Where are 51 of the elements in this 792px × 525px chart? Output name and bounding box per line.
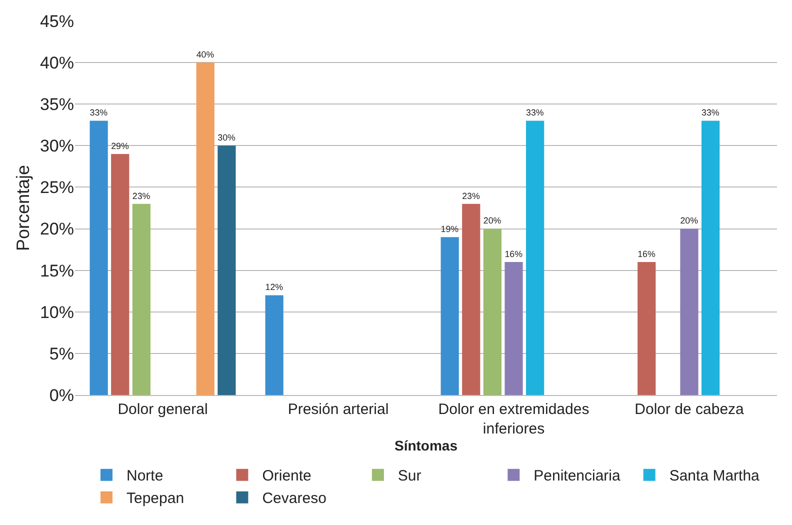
bar (526, 120, 544, 395)
y-tick-label: 10% (40, 302, 74, 322)
bar (702, 120, 720, 395)
legend-label: Penitenciaria (534, 468, 622, 485)
bar (462, 204, 480, 395)
bar (196, 62, 214, 395)
data-label: 40% (196, 50, 214, 60)
data-label: 29% (111, 140, 129, 151)
legend-label: Sur (398, 468, 422, 485)
x-axis-title: Síntomas (394, 438, 458, 454)
data-label: 30% (218, 132, 236, 143)
y-tick-label: 0% (49, 386, 74, 405)
y-tick-label: 20% (40, 220, 74, 239)
legend-label: Tepepan (126, 490, 184, 508)
data-label: 23% (132, 190, 150, 201)
legend-label: Santa Martha (669, 468, 760, 485)
data-label: 12% (265, 282, 284, 292)
y-tick-label: 30% (40, 136, 74, 156)
data-label: 20% (680, 216, 698, 226)
data-label: 33% (90, 108, 108, 118)
x-tick-label: Dolor de cabeza (634, 401, 745, 418)
legend-label: Cevareso (262, 490, 326, 508)
bar (265, 295, 284, 395)
y-tick-label: 5% (49, 344, 74, 364)
bar (90, 120, 108, 395)
data-label: 19% (440, 224, 459, 234)
bar (440, 237, 459, 395)
data-label: 16% (638, 248, 656, 259)
y-tick-label: 40% (40, 54, 74, 73)
legend-label: Oriente (262, 468, 312, 485)
data-label: 33% (526, 108, 544, 118)
y-axis-title: Porcentaje (13, 164, 33, 252)
data-label: 20% (483, 216, 502, 226)
y-tick-label: 35% (40, 95, 74, 114)
y-tick-label: 15% (40, 261, 74, 280)
y-tick-label: 25% (40, 178, 74, 198)
bar (132, 204, 150, 395)
bar (483, 228, 502, 395)
data-label: 33% (702, 108, 720, 118)
bar (638, 262, 656, 395)
bar (680, 228, 698, 395)
data-label: 23% (462, 190, 480, 201)
data-label: 16% (504, 248, 523, 259)
y-tick-label: 45% (40, 12, 74, 31)
x-tick-label: Presión arterial (288, 401, 389, 418)
x-tick-label: Dolor en extremidades inferiores (438, 401, 590, 438)
bar (218, 146, 236, 395)
x-tick-label: Dolor general (118, 401, 208, 418)
legend-label: Norte (126, 468, 164, 485)
bar (111, 154, 130, 395)
bar (504, 262, 523, 395)
